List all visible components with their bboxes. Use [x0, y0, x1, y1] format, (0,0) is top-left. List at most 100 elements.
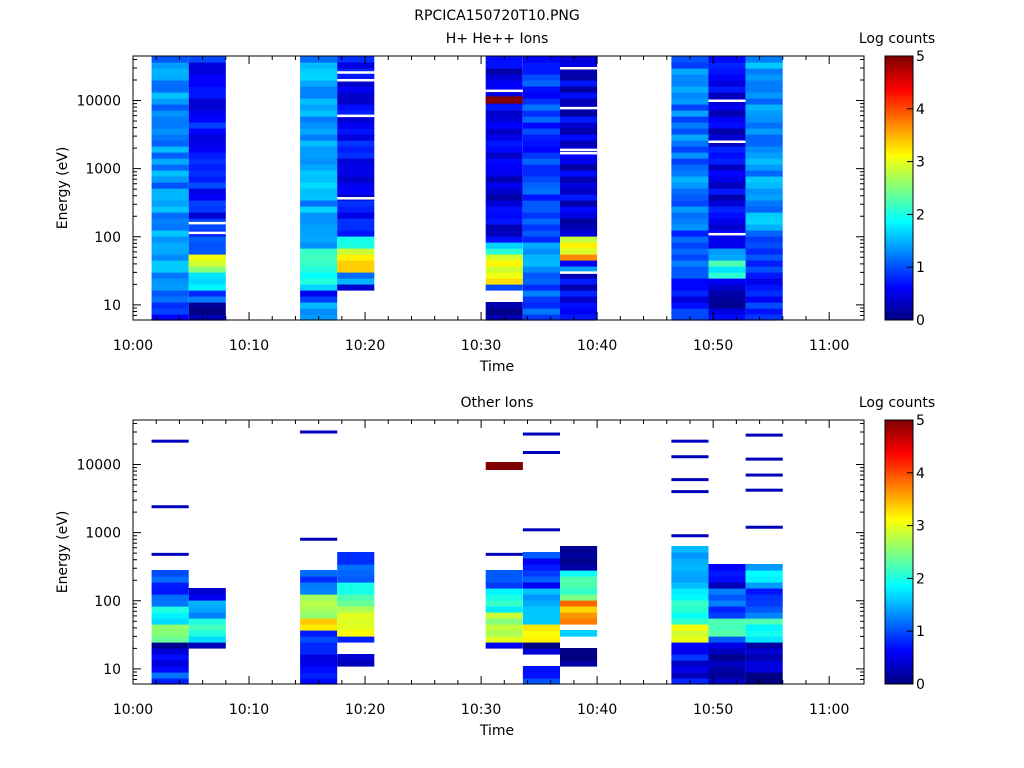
spectrogram-cell — [671, 654, 709, 661]
spectrogram-cell — [300, 86, 338, 93]
spectrogram-cell — [485, 630, 523, 637]
colorbar-step — [885, 657, 913, 661]
colorbar-step — [885, 462, 913, 466]
spectrogram-cell — [151, 134, 189, 141]
x-tick-label: 10:00 — [113, 338, 153, 354]
spectrogram-cell — [708, 86, 746, 93]
spectrogram-line — [671, 490, 709, 494]
spectrogram-cell — [151, 170, 189, 177]
colorbar-step — [885, 61, 913, 65]
spectrogram-cell — [300, 630, 338, 637]
spectrogram-cell — [522, 194, 560, 201]
spectrogram-cell — [522, 146, 560, 153]
colorbar-step — [885, 501, 913, 505]
colorbar-step — [885, 456, 913, 461]
colorbar-step — [885, 573, 913, 577]
spectrogram-cell — [560, 558, 598, 565]
spectrogram-cell — [300, 248, 338, 255]
colorbar-step — [885, 177, 913, 181]
spectrogram-cell — [745, 80, 783, 87]
x-tick-label: 10:00 — [113, 702, 153, 718]
spectrogram-cell — [151, 606, 189, 613]
spectrogram-cell — [708, 636, 746, 643]
spectrogram-cell — [151, 194, 189, 201]
spectrogram-cell — [708, 236, 746, 243]
spectrogram-cell — [188, 74, 226, 81]
spectrogram-cell — [745, 62, 783, 69]
spectrogram-cell — [708, 654, 746, 661]
colorbar-step — [885, 641, 913, 645]
spectrogram-cell — [671, 284, 709, 291]
colorbar-step — [885, 493, 913, 498]
axes: 10:00 10:10 10:20 10:30 10:40 10:50 11:00 10 100… — [76, 56, 864, 354]
spectrogram-cell — [337, 600, 375, 607]
spectrogram-cell — [708, 92, 746, 99]
colorbar-step — [885, 644, 913, 648]
spectrogram-cell — [485, 176, 523, 183]
data-gap-line — [708, 99, 746, 103]
spectrogram-cell — [151, 570, 189, 577]
spectrogram-cell — [745, 564, 783, 571]
spectrogram-cell — [151, 200, 189, 207]
spectrogram-cell — [188, 110, 226, 117]
colorbar-step — [885, 559, 913, 564]
spectrogram-cell — [522, 558, 560, 565]
spectrogram-cell — [300, 242, 338, 249]
spectrogram-cell — [485, 600, 523, 607]
colorbar-step — [885, 673, 913, 677]
colorbar-step — [885, 232, 913, 237]
spectrogram-cell — [300, 134, 338, 141]
colorbar-step — [885, 100, 913, 105]
spectrogram-cell — [151, 266, 189, 273]
spectrogram-cell — [151, 62, 189, 69]
colorbar-step — [885, 467, 913, 471]
spectrogram-cell — [522, 212, 560, 219]
spectrogram-cell — [671, 600, 709, 607]
colorbar-tick-label: 0 — [916, 677, 925, 693]
spectrogram-cell — [745, 248, 783, 255]
colorbar-tick-label: 5 — [916, 413, 925, 429]
spectrogram-cell — [708, 564, 746, 571]
spectrogram-cell — [485, 122, 523, 129]
spectrogram-cell — [300, 582, 338, 589]
colorbar-step — [885, 248, 913, 252]
spectrogram-cell — [300, 206, 338, 213]
spectrogram-cells — [151, 430, 783, 685]
spectrogram-cell — [300, 296, 338, 303]
spectrogram-cell — [485, 248, 523, 255]
spectrogram-cell — [337, 654, 375, 661]
colorbar-step — [885, 610, 913, 614]
colorbar-step — [885, 148, 913, 152]
spectrogram-cell — [300, 576, 338, 583]
spectrogram-cell — [300, 224, 338, 231]
spectrogram-cell — [560, 188, 598, 195]
colorbar-step — [885, 275, 913, 279]
spectrogram-cell — [337, 594, 375, 601]
x-tick-label: 10:20 — [345, 702, 385, 718]
spectrogram-cell — [337, 170, 375, 177]
spectrogram-cell — [745, 624, 783, 631]
spectrogram-cell — [485, 80, 523, 87]
spectrogram-cell — [560, 308, 598, 315]
colorbar-step — [885, 98, 913, 102]
colorbar-step — [885, 422, 913, 426]
spectrogram-cell — [337, 62, 375, 69]
spectrogram-cell — [522, 200, 560, 207]
colorbar-step — [885, 475, 913, 479]
spectrogram-cell — [745, 302, 783, 309]
colorbar-step — [885, 435, 913, 439]
colorbar-step — [885, 254, 913, 258]
spectrogram-cell — [708, 146, 746, 153]
spectrogram-cell — [151, 648, 189, 655]
spectrogram-line — [745, 488, 783, 492]
colorbar-step — [885, 575, 913, 579]
spectrogram-cell — [337, 86, 375, 93]
spectrogram-cell — [485, 218, 523, 225]
plot-frame — [132, 55, 865, 321]
data-gap-line — [337, 114, 375, 118]
colorbar-step — [885, 607, 913, 611]
spectrogram-cell — [151, 630, 189, 637]
spectrogram-cell — [708, 570, 746, 577]
spectrogram-cell — [560, 582, 598, 589]
colorbar: 0 1 2 3 4 5 — [884, 413, 925, 693]
